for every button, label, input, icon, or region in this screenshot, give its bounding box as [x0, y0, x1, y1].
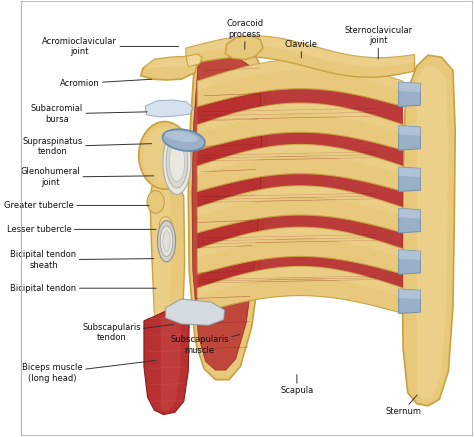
Text: Supraspinatus
tendon: Supraspinatus tendon: [22, 137, 152, 156]
Ellipse shape: [163, 129, 205, 151]
Ellipse shape: [163, 231, 170, 252]
Polygon shape: [143, 56, 197, 69]
Ellipse shape: [160, 226, 173, 257]
Ellipse shape: [143, 127, 186, 184]
Ellipse shape: [157, 220, 175, 262]
Polygon shape: [150, 179, 185, 337]
Text: Subscapularis
tendon: Subscapularis tendon: [82, 323, 174, 342]
Ellipse shape: [166, 136, 188, 188]
Polygon shape: [165, 299, 225, 325]
Polygon shape: [197, 87, 403, 125]
Text: Scapula: Scapula: [280, 375, 313, 395]
Polygon shape: [197, 186, 403, 216]
Text: Subacromial
bursa: Subacromial bursa: [31, 104, 147, 124]
Polygon shape: [399, 167, 420, 191]
Polygon shape: [197, 227, 403, 258]
Text: Acromioclavicular
joint: Acromioclavicular joint: [42, 37, 179, 56]
Polygon shape: [417, 66, 448, 399]
Polygon shape: [197, 59, 403, 90]
Polygon shape: [399, 82, 420, 107]
Polygon shape: [399, 126, 420, 136]
Polygon shape: [197, 103, 403, 134]
Polygon shape: [192, 54, 262, 370]
Polygon shape: [141, 56, 197, 80]
Polygon shape: [399, 208, 420, 233]
Polygon shape: [197, 186, 403, 233]
Polygon shape: [399, 250, 420, 274]
Polygon shape: [165, 299, 225, 325]
Ellipse shape: [169, 142, 185, 181]
Polygon shape: [161, 313, 182, 411]
Text: Glenohumeral
joint: Glenohumeral joint: [20, 167, 154, 187]
Text: Biceps muscle
(long head): Biceps muscle (long head): [22, 361, 156, 383]
Polygon shape: [399, 208, 420, 218]
Polygon shape: [225, 35, 263, 59]
Polygon shape: [188, 44, 267, 380]
Polygon shape: [197, 172, 403, 208]
Text: Lesser tubercle: Lesser tubercle: [7, 225, 156, 234]
Polygon shape: [402, 55, 455, 406]
Ellipse shape: [147, 191, 164, 213]
Text: Subscapularis
muscle: Subscapularis muscle: [170, 335, 240, 354]
Polygon shape: [186, 54, 202, 67]
Text: Bicipital tendon
sheath: Bicipital tendon sheath: [10, 250, 154, 270]
Polygon shape: [399, 167, 420, 177]
Text: Sternoclavicular
joint: Sternoclavicular joint: [344, 26, 412, 59]
Polygon shape: [197, 255, 403, 288]
Ellipse shape: [159, 217, 172, 233]
Polygon shape: [152, 181, 171, 332]
Text: Greater tubercle: Greater tubercle: [4, 201, 149, 210]
Polygon shape: [197, 227, 403, 274]
Polygon shape: [399, 289, 420, 299]
Ellipse shape: [139, 121, 191, 189]
Polygon shape: [197, 103, 403, 150]
Polygon shape: [399, 289, 420, 313]
Polygon shape: [146, 100, 193, 117]
Polygon shape: [399, 250, 420, 260]
Polygon shape: [399, 126, 420, 150]
Polygon shape: [197, 213, 403, 249]
Polygon shape: [399, 82, 420, 92]
Polygon shape: [144, 310, 189, 415]
Polygon shape: [186, 36, 414, 67]
Polygon shape: [197, 59, 403, 107]
Text: Acromion: Acromion: [60, 79, 152, 88]
Polygon shape: [197, 145, 403, 175]
Text: Clavicle: Clavicle: [285, 40, 318, 58]
Text: Bicipital tendon: Bicipital tendon: [10, 284, 156, 293]
Text: Coracoid
process: Coracoid process: [226, 19, 264, 49]
Polygon shape: [197, 131, 403, 166]
Polygon shape: [197, 267, 403, 297]
Ellipse shape: [165, 131, 198, 142]
Polygon shape: [186, 36, 414, 77]
Polygon shape: [197, 267, 403, 313]
Polygon shape: [197, 145, 403, 191]
Ellipse shape: [163, 129, 191, 194]
Text: Sternum: Sternum: [385, 395, 421, 416]
